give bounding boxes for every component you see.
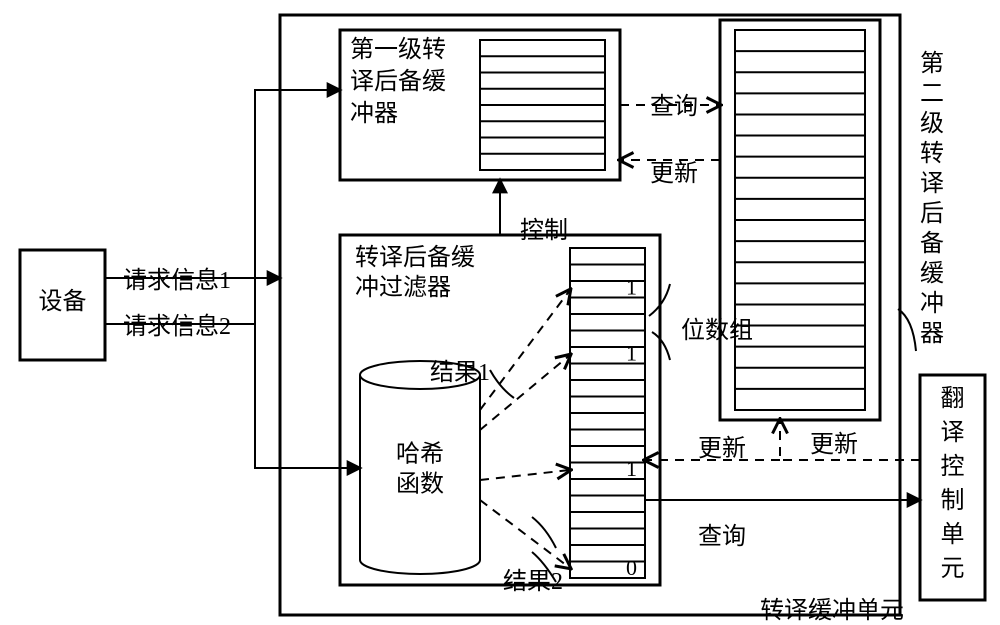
svg-text:查询: 查询 — [650, 93, 698, 120]
svg-text:函数: 函数 — [396, 470, 444, 497]
svg-text:转译缓冲单元: 转译缓冲单元 — [760, 597, 904, 624]
svg-text:查询: 查询 — [698, 523, 746, 550]
svg-text:更新: 更新 — [810, 431, 858, 458]
svg-text:译后备缓: 译后备缓 — [350, 68, 446, 95]
svg-text:制: 制 — [941, 487, 965, 514]
svg-text:冲过滤器: 冲过滤器 — [355, 274, 451, 301]
svg-text:级: 级 — [920, 110, 944, 137]
svg-text:1: 1 — [626, 340, 637, 365]
svg-text:转: 转 — [920, 140, 944, 167]
svg-text:第一级转: 第一级转 — [350, 36, 446, 63]
svg-text:更新: 更新 — [698, 435, 746, 462]
svg-text:后: 后 — [920, 200, 944, 227]
svg-text:元: 元 — [941, 556, 965, 582]
svg-text:二: 二 — [920, 81, 944, 107]
svg-text:控: 控 — [941, 453, 965, 480]
svg-text:0: 0 — [626, 555, 637, 580]
svg-text:位数组: 位数组 — [681, 317, 753, 344]
svg-text:控制: 控制 — [520, 217, 568, 244]
svg-text:请求信息2: 请求信息2 — [123, 313, 231, 340]
svg-text:器: 器 — [920, 321, 944, 347]
svg-text:译: 译 — [920, 171, 944, 197]
svg-text:结果1: 结果1 — [430, 359, 490, 386]
svg-text:单: 单 — [941, 521, 965, 548]
svg-text:哈希: 哈希 — [396, 440, 444, 467]
svg-text:冲器: 冲器 — [350, 100, 398, 127]
svg-text:译: 译 — [941, 420, 965, 446]
svg-text:冲: 冲 — [920, 290, 944, 317]
svg-text:转译后备缓: 转译后备缓 — [355, 244, 475, 271]
svg-text:1: 1 — [626, 456, 637, 481]
diagram-canvas: 设备第一级转译后备缓冲器转译后备缓冲过滤器1110翻译控制单元哈希函数请求信息1… — [0, 0, 1000, 625]
svg-text:1: 1 — [626, 274, 637, 299]
svg-text:备: 备 — [920, 230, 944, 257]
svg-text:设备: 设备 — [39, 288, 87, 315]
svg-text:结果2: 结果2 — [503, 568, 563, 595]
svg-text:缓: 缓 — [920, 260, 944, 287]
svg-text:翻: 翻 — [941, 385, 965, 412]
svg-text:第: 第 — [920, 50, 944, 77]
svg-text:请求信息1: 请求信息1 — [123, 267, 231, 294]
svg-text:更新: 更新 — [650, 160, 698, 187]
